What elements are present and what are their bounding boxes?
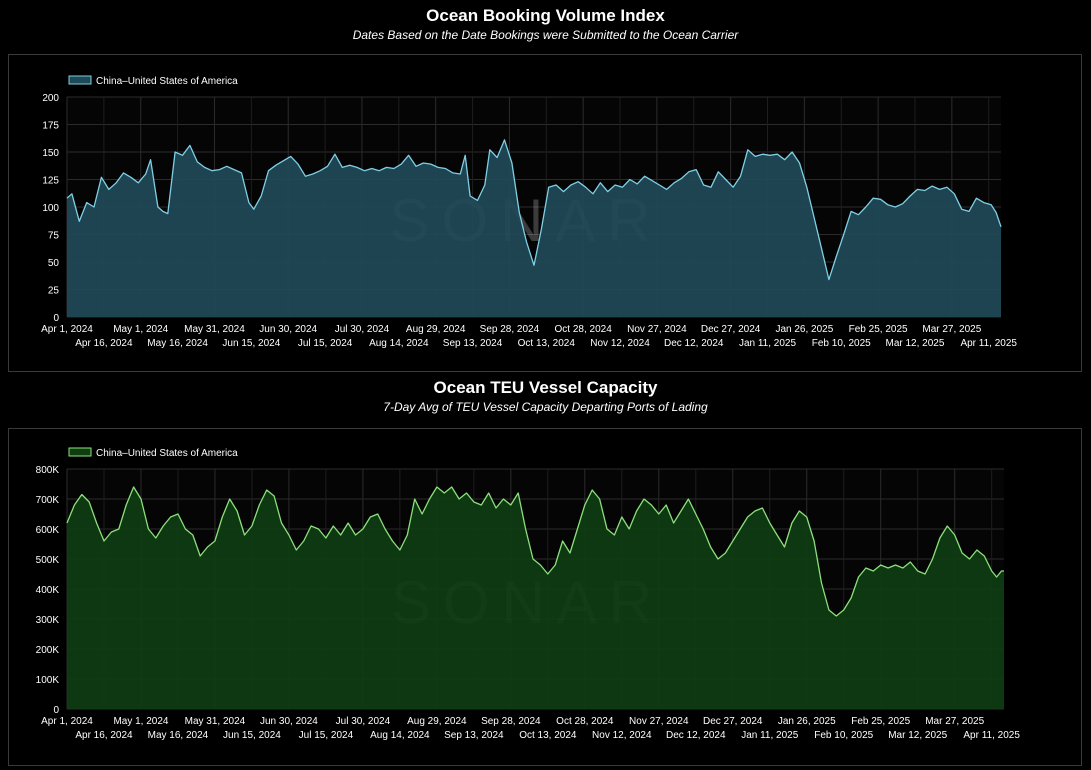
y-tick-label: 600K — [36, 525, 60, 536]
x-tick-label: Jun 30, 2024 — [260, 716, 318, 727]
x-tick-label: Apr 11, 2025 — [960, 338, 1017, 349]
teu-capacity-section: Ocean TEU Vessel Capacity 7-Day Avg of T… — [0, 376, 1091, 770]
y-tick-label: 50 — [48, 258, 60, 269]
y-tick-label: 0 — [53, 313, 59, 324]
x-tick-label: Sep 13, 2024 — [443, 338, 503, 349]
y-tick-label: 100K — [36, 675, 60, 686]
booking-volume-chart: 0 25 50 75 100 125 150 175 200 Apr 1, 2024 May 1, … — [41, 75, 1017, 349]
x-tick-label: Feb 25, 2025 — [851, 716, 910, 727]
series-area — [67, 139, 1001, 317]
x-tick-label: Aug 29, 2024 — [407, 716, 467, 727]
x-tick-label: Apr 16, 2024 — [75, 338, 133, 349]
legend-label: China–United States of America — [96, 76, 238, 87]
y-tick-label: 500K — [36, 555, 60, 566]
chart-subtitle: 7-Day Avg of TEU Vessel Capacity Departi… — [383, 400, 708, 414]
x-tick-label: Jan 11, 2025 — [739, 338, 797, 349]
series-line — [66, 139, 1002, 281]
y-tick-label: 175 — [42, 121, 59, 132]
x-tick-label: Oct 13, 2024 — [519, 730, 577, 741]
chart-panel: 0 25 50 75 100 125 150 175 200 Apr 1, 2024 May 1, … — [8, 54, 1082, 372]
y-tick-label: 0 — [53, 705, 59, 716]
x-tick-label: Feb 10, 2025 — [814, 730, 873, 741]
x-tick-label: Mar 27, 2025 — [922, 324, 981, 335]
y-tick-label: 75 — [48, 231, 60, 242]
x-tick-label: May 16, 2024 — [148, 730, 209, 741]
x-tick-label: Apr 11, 2025 — [963, 730, 1020, 741]
x-tick-label: Jul 15, 2024 — [299, 730, 354, 741]
x-tick-label: Nov 27, 2024 — [627, 324, 687, 335]
y-tick-label: 100 — [42, 203, 59, 214]
x-tick-label: Jul 30, 2024 — [335, 324, 390, 335]
x-tick-label: Nov 12, 2024 — [592, 730, 652, 741]
chart-panel: 0 100K 200K 300K 400K 500K 600K 700K 800K Apr 1, … — [8, 428, 1082, 766]
x-tick-label: Oct 13, 2024 — [518, 338, 576, 349]
x-tick-label: May 1, 2024 — [113, 324, 168, 335]
x-tick-label: Jan 26, 2025 — [778, 716, 836, 727]
legend-swatch — [68, 447, 92, 457]
x-tick-label: Feb 25, 2025 — [849, 324, 908, 335]
x-tick-label: May 16, 2024 — [147, 338, 208, 349]
x-tick-label: Dec 27, 2024 — [703, 716, 763, 727]
x-tick-label: Mar 12, 2025 — [886, 338, 945, 349]
x-tick-label: Apr 1, 2024 — [41, 324, 93, 335]
x-tick-label: Dec 12, 2024 — [664, 338, 724, 349]
chart-title: Ocean TEU Vessel Capacity — [433, 378, 658, 397]
x-tick-label: Sep 13, 2024 — [444, 730, 504, 741]
series-area — [67, 487, 1004, 709]
x-tick-label: Jun 15, 2024 — [223, 730, 281, 741]
x-tick-label: Mar 27, 2025 — [925, 716, 984, 727]
x-tick-label: Apr 16, 2024 — [75, 730, 133, 741]
x-tick-label: Jun 15, 2024 — [222, 338, 280, 349]
y-tick-label: 800K — [36, 465, 60, 476]
x-tick-label: Dec 12, 2024 — [666, 730, 726, 741]
teu-capacity-chart: 0 100K 200K 300K 400K 500K 600K 700K 800K Apr 1, … — [36, 447, 1020, 741]
series-line — [66, 486, 1004, 617]
chart-subtitle: Dates Based on the Date Bookings were Su… — [352, 28, 739, 42]
booking-volume-section: Ocean Booking Volume Index Dates Based o… — [0, 0, 1091, 376]
x-tick-label: Aug 29, 2024 — [406, 324, 466, 335]
x-tick-label: Jan 11, 2025 — [741, 730, 799, 741]
x-tick-label: Jul 30, 2024 — [336, 716, 391, 727]
y-tick-label: 700K — [36, 495, 60, 506]
x-tick-label: Oct 28, 2024 — [555, 324, 613, 335]
x-tick-label: Mar 12, 2025 — [888, 730, 947, 741]
x-tick-label: May 31, 2024 — [184, 324, 245, 335]
y-tick-label: 200K — [36, 645, 60, 656]
x-tick-label: Sep 28, 2024 — [480, 324, 540, 335]
y-tick-label: 125 — [42, 176, 59, 187]
legend-label: China–United States of America — [96, 448, 238, 459]
x-tick-label: Jan 26, 2025 — [775, 324, 833, 335]
x-tick-label: Nov 12, 2024 — [590, 338, 650, 349]
legend-swatch — [68, 75, 92, 85]
x-tick-label: Aug 14, 2024 — [369, 338, 429, 349]
chart-title: Ocean Booking Volume Index — [426, 6, 665, 25]
x-tick-label: Jun 30, 2024 — [259, 324, 317, 335]
y-tick-label: 200 — [42, 93, 59, 104]
y-tick-label: 300K — [36, 615, 60, 626]
y-tick-label: 25 — [48, 286, 60, 297]
x-tick-label: Nov 27, 2024 — [629, 716, 689, 727]
y-tick-label: 400K — [36, 585, 60, 596]
x-tick-label: Aug 14, 2024 — [370, 730, 430, 741]
x-tick-label: Apr 1, 2024 — [41, 716, 93, 727]
x-tick-label: Jul 15, 2024 — [298, 338, 353, 349]
x-tick-label: Dec 27, 2024 — [701, 324, 761, 335]
x-tick-label: Feb 10, 2025 — [812, 338, 871, 349]
y-tick-label: 150 — [42, 148, 59, 159]
x-tick-label: Sep 28, 2024 — [481, 716, 541, 727]
x-tick-label: Oct 28, 2024 — [556, 716, 614, 727]
x-tick-label: May 1, 2024 — [113, 716, 168, 727]
x-tick-label: May 31, 2024 — [185, 716, 246, 727]
